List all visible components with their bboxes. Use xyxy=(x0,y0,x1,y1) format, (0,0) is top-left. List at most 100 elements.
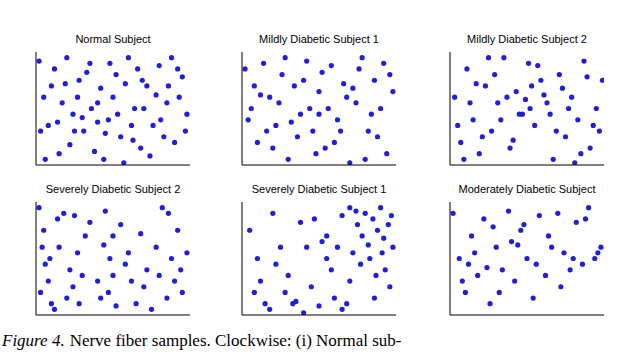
fiber-point xyxy=(130,138,135,143)
y-axis xyxy=(242,52,243,165)
fiber-point xyxy=(329,267,334,272)
fiber-point xyxy=(381,61,386,66)
fiber-point xyxy=(477,151,482,156)
fiber-point xyxy=(184,112,189,117)
fiber-point xyxy=(67,142,72,147)
fiber-point xyxy=(70,284,75,289)
fiber-point xyxy=(43,157,48,162)
fiber-point xyxy=(180,74,185,79)
fiber-point xyxy=(455,123,460,128)
fiber-point xyxy=(466,262,471,267)
fiber-point xyxy=(144,83,149,88)
fiber-point xyxy=(184,250,189,255)
fiber-point xyxy=(103,131,108,136)
fiber-point xyxy=(378,106,383,111)
fiber-point xyxy=(309,284,314,289)
fiber-point xyxy=(301,78,306,83)
fiber-point xyxy=(107,61,112,66)
fiber-point xyxy=(383,267,388,272)
fiber-point xyxy=(178,267,183,272)
fiber-point xyxy=(98,86,103,91)
fiber-point xyxy=(138,231,143,236)
fiber-point xyxy=(591,123,596,128)
panel-title: Mildly Diabetic Subject 1 xyxy=(259,33,379,45)
fiber-point xyxy=(138,145,143,150)
fiber-point xyxy=(347,279,352,284)
points xyxy=(247,205,395,315)
fiber-point xyxy=(180,290,185,295)
fiber-point xyxy=(527,106,532,111)
fiber-point xyxy=(49,301,54,306)
x-axis xyxy=(36,315,190,316)
caption-text: Nerve fiber samples. Clockwise: (i) Norm… xyxy=(70,331,402,350)
fiber-point xyxy=(38,129,43,134)
fiber-point xyxy=(183,129,188,134)
fiber-point xyxy=(555,211,560,216)
fiber-point xyxy=(43,262,48,267)
fiber-point xyxy=(267,307,272,312)
fiber-point xyxy=(164,295,169,300)
fiber-point xyxy=(367,256,372,261)
fiber-point xyxy=(292,83,297,88)
panel: Severely Diabetic Subject 2 xyxy=(36,183,190,315)
fiber-point xyxy=(366,129,371,134)
fiber-point xyxy=(57,245,62,250)
fiber-point xyxy=(157,63,162,68)
fiber-point xyxy=(389,213,394,218)
fiber-point xyxy=(501,55,506,60)
points xyxy=(242,55,395,165)
fiber-point xyxy=(518,228,523,233)
fiber-point xyxy=(566,106,571,111)
fiber-point xyxy=(558,284,563,289)
fiber-point xyxy=(283,55,288,60)
fiber-point xyxy=(498,117,503,122)
fiber-point xyxy=(463,290,468,295)
fiber-point xyxy=(323,145,328,150)
fiber-point xyxy=(531,295,536,300)
caption-label: Figure 4. xyxy=(1,331,65,350)
fiber-point xyxy=(63,81,68,86)
fiber-point xyxy=(46,123,51,128)
fiber-point xyxy=(543,273,548,278)
fiber-point xyxy=(523,97,528,102)
fiber-point xyxy=(298,112,303,117)
fiber-point xyxy=(263,301,268,306)
fiber-point xyxy=(535,63,540,68)
fiber-point xyxy=(57,151,62,156)
fiber-point xyxy=(497,290,502,295)
fiber-point xyxy=(252,83,257,88)
fiber-point xyxy=(511,138,516,143)
panel-title: Mildly Diabetic Subject 2 xyxy=(467,33,587,45)
fiber-point xyxy=(347,160,352,165)
fiber-point xyxy=(175,66,180,71)
points xyxy=(452,55,604,165)
fiber-point xyxy=(75,95,80,100)
fiber-point xyxy=(549,245,554,250)
fiber-point xyxy=(319,239,324,244)
fiber-point xyxy=(113,303,118,308)
fiber-point xyxy=(475,273,480,278)
fiber-point xyxy=(486,55,491,60)
fiber-point xyxy=(169,256,174,261)
fiber-point xyxy=(89,106,94,111)
fiber-point xyxy=(298,220,303,225)
fiber-point xyxy=(370,216,375,221)
fiber-point xyxy=(471,117,476,122)
fiber-point xyxy=(267,95,272,100)
fiber-point xyxy=(132,106,137,111)
fiber-point xyxy=(554,129,559,134)
fiber-point xyxy=(504,95,509,100)
y-axis xyxy=(450,202,451,315)
x-axis xyxy=(242,165,396,166)
fiber-point xyxy=(121,160,126,165)
fiber-point xyxy=(258,279,263,284)
fiber-point xyxy=(560,86,565,91)
fiber-point xyxy=(597,129,602,134)
fiber-point xyxy=(350,250,355,255)
fiber-point xyxy=(255,140,260,145)
fiber-point xyxy=(369,112,374,117)
fiber-point xyxy=(312,216,317,221)
fiber-point xyxy=(526,61,531,66)
fiber-point xyxy=(41,95,46,100)
fiber-point xyxy=(574,220,579,225)
